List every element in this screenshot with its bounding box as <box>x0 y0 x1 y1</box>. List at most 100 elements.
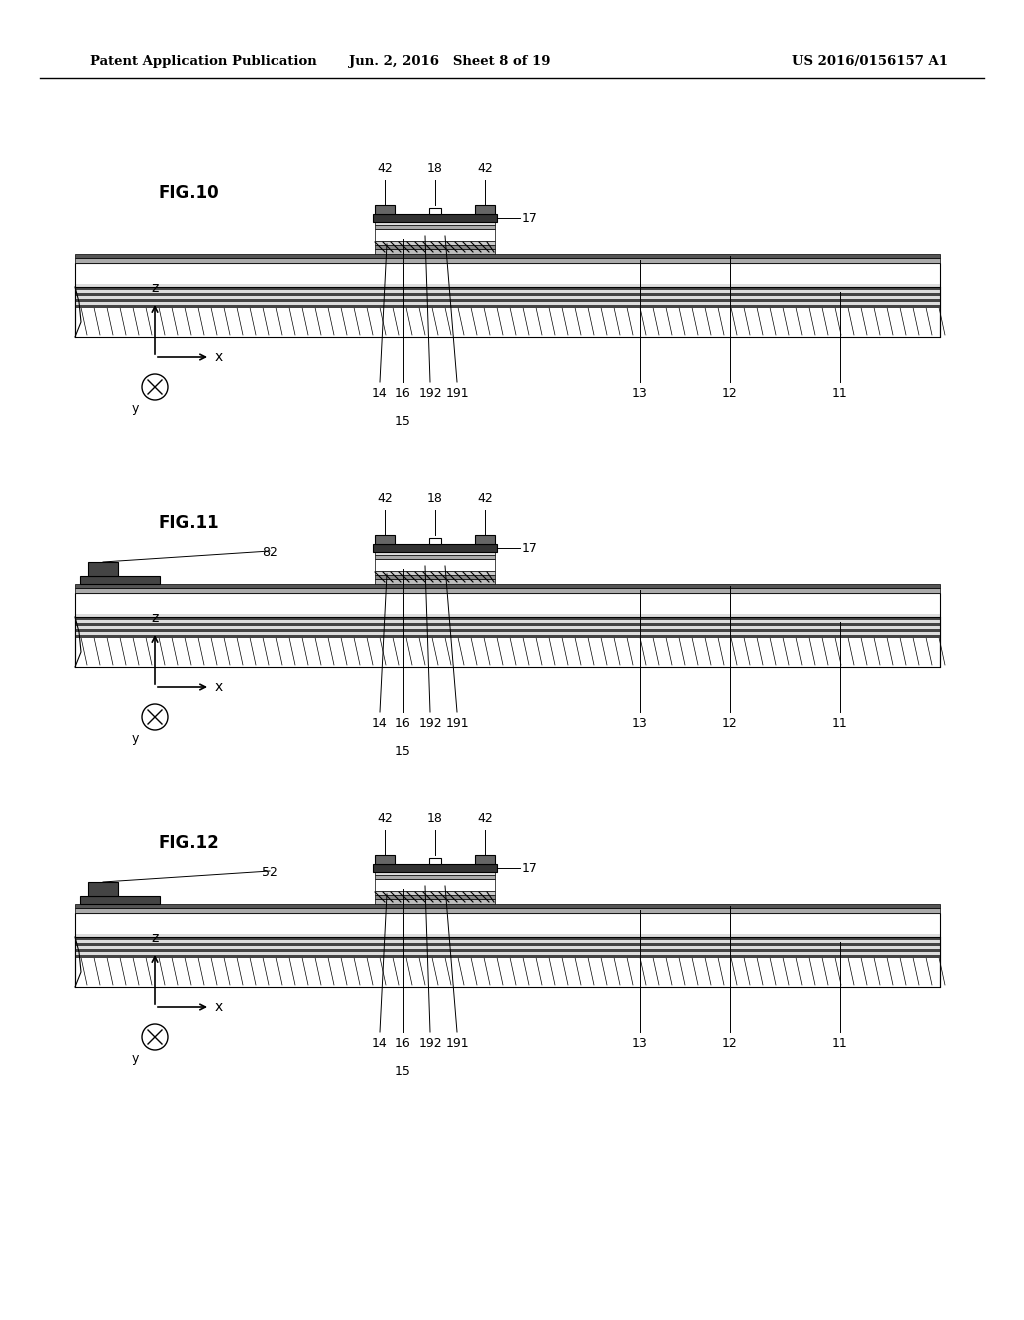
Bar <box>375 579 495 583</box>
Bar <box>75 293 940 296</box>
Bar <box>88 562 118 576</box>
Bar <box>475 535 495 544</box>
Bar <box>375 552 495 554</box>
Bar <box>75 286 940 337</box>
Bar <box>75 949 940 952</box>
Text: FIG.11: FIG.11 <box>158 513 219 532</box>
Bar <box>75 942 940 946</box>
Bar <box>75 302 940 305</box>
Bar <box>429 858 441 865</box>
Bar <box>375 572 495 576</box>
Text: 82: 82 <box>262 546 278 558</box>
Bar <box>75 614 940 616</box>
Bar <box>375 895 495 899</box>
Bar <box>75 290 940 293</box>
Text: 13: 13 <box>632 387 648 400</box>
Text: 15: 15 <box>395 744 411 758</box>
Text: x: x <box>215 1001 223 1014</box>
Text: z: z <box>152 281 159 294</box>
Text: 192: 192 <box>418 717 441 730</box>
Bar <box>75 937 940 987</box>
Bar <box>375 246 495 249</box>
Bar <box>75 620 940 623</box>
Bar <box>375 228 495 242</box>
Bar <box>75 952 940 954</box>
Bar <box>75 300 940 302</box>
Text: 12: 12 <box>722 1038 738 1049</box>
Text: Jun. 2, 2016   Sheet 8 of 19: Jun. 2, 2016 Sheet 8 of 19 <box>349 55 551 69</box>
Bar <box>373 214 497 222</box>
Text: FIG.10: FIG.10 <box>158 183 219 202</box>
Bar <box>75 626 940 630</box>
Bar <box>75 630 940 632</box>
Text: 42: 42 <box>377 492 393 506</box>
Text: 191: 191 <box>445 717 469 730</box>
Text: US 2016/0156157 A1: US 2016/0156157 A1 <box>792 55 948 69</box>
Bar <box>475 205 495 214</box>
Bar <box>375 558 495 572</box>
Text: 16: 16 <box>395 717 411 730</box>
Bar <box>375 875 495 879</box>
Bar <box>75 632 940 635</box>
Bar <box>429 207 441 214</box>
Bar <box>75 284 940 286</box>
Bar <box>375 242 495 246</box>
Text: 52: 52 <box>262 866 278 879</box>
Bar <box>375 554 495 558</box>
Bar <box>75 286 940 290</box>
Text: 11: 11 <box>833 387 848 400</box>
Text: 42: 42 <box>377 812 393 825</box>
Bar <box>80 896 160 904</box>
Bar <box>375 535 395 544</box>
Text: 18: 18 <box>427 162 443 176</box>
Bar <box>75 257 940 263</box>
Bar <box>429 537 441 544</box>
Text: 14: 14 <box>372 387 388 400</box>
Text: 12: 12 <box>722 717 738 730</box>
Text: y: y <box>132 733 139 744</box>
Bar <box>375 222 495 224</box>
Circle shape <box>142 1024 168 1049</box>
Text: 15: 15 <box>395 414 411 428</box>
Text: 11: 11 <box>833 1038 848 1049</box>
Bar <box>75 616 940 620</box>
Text: x: x <box>215 350 223 364</box>
Bar <box>375 249 495 253</box>
Text: 14: 14 <box>372 1038 388 1049</box>
Bar <box>75 587 940 593</box>
Bar <box>375 576 495 579</box>
Text: 18: 18 <box>427 492 443 506</box>
Bar <box>75 635 940 638</box>
Text: Patent Application Publication: Patent Application Publication <box>90 55 316 69</box>
Bar <box>373 865 497 873</box>
Text: 15: 15 <box>395 1065 411 1078</box>
Bar <box>375 873 495 875</box>
Text: z: z <box>152 931 159 945</box>
Text: 12: 12 <box>722 387 738 400</box>
Bar <box>75 908 940 913</box>
Bar <box>75 946 940 949</box>
Bar <box>80 576 160 583</box>
Text: FIG.12: FIG.12 <box>158 834 219 851</box>
Text: 17: 17 <box>522 541 538 554</box>
Bar <box>375 879 495 891</box>
Text: 18: 18 <box>427 812 443 825</box>
Text: 17: 17 <box>522 211 538 224</box>
Bar <box>75 904 940 908</box>
Text: 42: 42 <box>477 162 493 176</box>
Bar <box>375 205 395 214</box>
Bar <box>75 296 940 300</box>
Bar <box>75 937 940 940</box>
Text: y: y <box>132 403 139 414</box>
Text: x: x <box>215 680 223 694</box>
Bar <box>75 305 940 308</box>
Bar <box>75 263 940 286</box>
Bar <box>375 855 395 865</box>
Text: 42: 42 <box>477 492 493 506</box>
Text: 13: 13 <box>632 717 648 730</box>
Bar <box>75 623 940 626</box>
Bar <box>88 882 118 896</box>
Bar <box>375 224 495 228</box>
Text: z: z <box>152 611 159 624</box>
Bar <box>75 253 940 257</box>
